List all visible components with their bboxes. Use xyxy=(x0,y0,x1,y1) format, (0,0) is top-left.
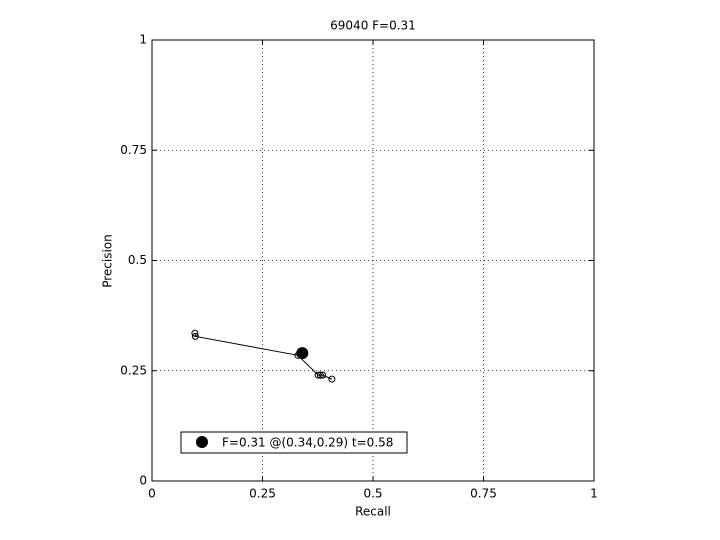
x-axis-label: Recall xyxy=(355,505,391,519)
best-point xyxy=(296,347,309,360)
pr-point xyxy=(319,371,327,379)
y-tick-label: 0 xyxy=(139,474,147,488)
pr-point xyxy=(314,371,322,379)
legend-marker xyxy=(196,436,208,448)
y-tick-label: 0.5 xyxy=(128,253,147,267)
pr-point xyxy=(316,371,324,379)
x-tick-label: 0.25 xyxy=(249,487,276,501)
x-tick-label: 1 xyxy=(590,487,598,501)
chart-title: 69040 F=0.31 xyxy=(330,19,416,33)
legend-label: F=0.31 @(0.34,0.29) t=0.58 xyxy=(222,436,393,450)
x-tick-label: 0 xyxy=(148,487,156,501)
x-tick-label: 0.75 xyxy=(470,487,497,501)
y-tick-label: 0.25 xyxy=(120,363,147,377)
y-axis-label: Precision xyxy=(101,234,115,288)
y-tick-label: 1 xyxy=(139,33,147,47)
y-tick-label: 0.75 xyxy=(120,143,147,157)
pr-point xyxy=(328,375,336,383)
plot-frame xyxy=(151,39,595,482)
x-tick-label: 0.5 xyxy=(363,487,382,501)
pr-point xyxy=(191,329,199,337)
pr-point xyxy=(191,332,199,340)
legend-box xyxy=(180,431,408,454)
